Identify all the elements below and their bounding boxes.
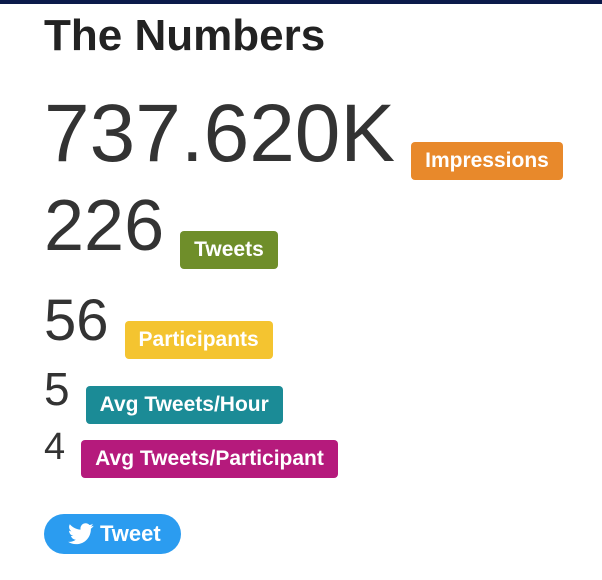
page-title: The Numbers [44, 11, 326, 60]
stat-avg-tweets-participant: 4 Avg Tweets/Participant [44, 426, 338, 478]
avg-tweets-hour-badge: Avg Tweets/Hour [85, 386, 283, 424]
stat-participants: 56 Participants [44, 288, 273, 359]
tweets-badge: Tweets [180, 231, 278, 269]
tweet-button-label: Tweet [100, 521, 161, 546]
participants-value: 56 [44, 288, 109, 353]
top-border [0, 0, 602, 4]
avg-tweets-participant-badge: Avg Tweets/Participant [81, 440, 338, 478]
stat-avg-tweets-hour: 5 Avg Tweets/Hour [44, 363, 283, 424]
avg-tweets-hour-value: 5 [44, 363, 70, 415]
tweets-value: 226 [44, 186, 165, 266]
avg-tweets-participant-value: 4 [44, 426, 66, 468]
stat-impressions: 737.620K Impressions [44, 88, 563, 180]
twitter-bird-icon [68, 523, 94, 545]
impressions-badge: Impressions [411, 142, 563, 180]
impressions-value: 737.620K [44, 88, 396, 179]
participants-badge: Participants [124, 321, 273, 359]
stat-tweets: 226 Tweets [44, 186, 278, 269]
tweet-button[interactable]: Tweet [44, 514, 181, 554]
